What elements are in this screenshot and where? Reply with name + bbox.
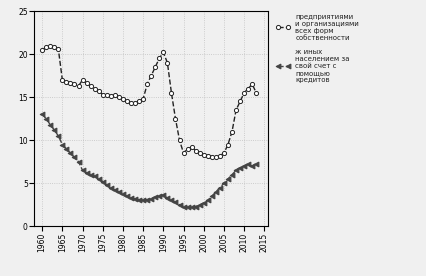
предприятиями
и организациями
всех форм
собственности: [40, 48, 45, 51]
предприятиями
и организациями
всех форм
собственности: [124, 100, 130, 103]
ж иных
населением за
свой счет с
помощью
кредитов: [169, 199, 174, 202]
предприятиями
и организациями
всех форм
собственности: [213, 156, 219, 159]
предприятиями
и организациями
всех форм
собственности: [80, 78, 85, 82]
Line: ж иных
населением за
свой счет с
помощью
кредитов: ж иных населением за свой счет с помощью…: [40, 112, 259, 210]
предприятиями
и организациями
всех форм
собственности: [173, 117, 178, 120]
ж иных
населением за
свой счет с
помощью
кредитов: [40, 113, 45, 116]
предприятиями
и организациями
всех форм
собственности: [161, 51, 166, 54]
ж иных
населением за
свой счет с
помощью
кредитов: [157, 195, 162, 198]
ж иных
населением за
свой счет с
помощью
кредитов: [121, 192, 126, 195]
ж иных
населением за
свой счет с
помощью
кредитов: [165, 196, 170, 200]
предприятиями
и организациями
всех форм
собственности: [169, 91, 174, 94]
предприятиями
и организациями
всех форм
собственности: [48, 45, 53, 48]
ж иных
населением за
свой счет с
помощью
кредитов: [185, 206, 190, 209]
Line: предприятиями
и организациями
всех форм
собственности: предприятиями и организациями всех форм …: [40, 44, 258, 160]
ж иных
населением за
свой счет с
помощью
кредитов: [76, 160, 81, 163]
предприятиями
и организациями
всех форм
собственности: [189, 145, 194, 149]
предприятиями
и организациями
всех форм
собственности: [254, 91, 259, 94]
ж иных
населением за
свой счет с
помощью
кредитов: [189, 206, 194, 209]
Legend: предприятиями
и организациями
всех форм
собственности, ж иных
населением за
свой: предприятиями и организациями всех форм …: [273, 11, 362, 86]
ж иных
населением за
свой счет с
помощью
кредитов: [254, 163, 259, 166]
